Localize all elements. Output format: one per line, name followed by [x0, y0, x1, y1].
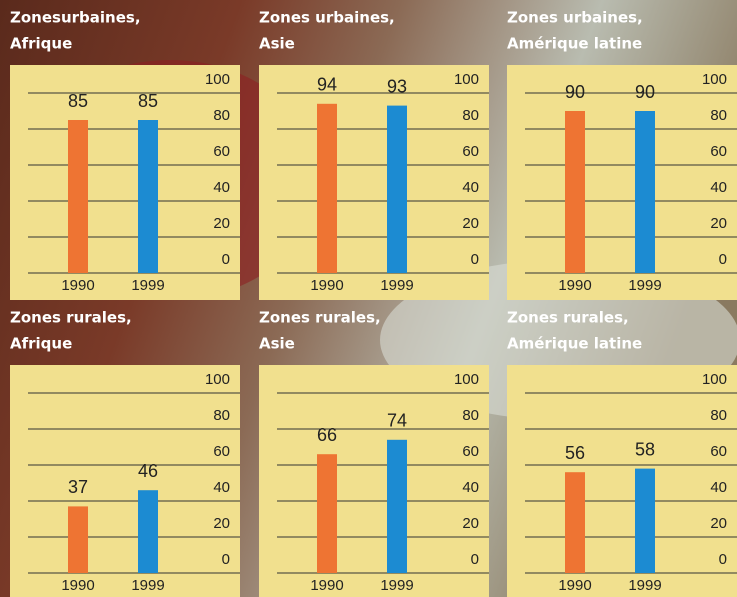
bar: [317, 103, 337, 273]
chart-title: Amérique latine: [507, 35, 642, 53]
chart-title: Afrique: [10, 35, 72, 53]
x-tick-label: 1990: [61, 277, 94, 294]
plot-panel: [507, 365, 737, 597]
y-tick-label: 100: [454, 371, 479, 388]
x-tick-label: 1990: [61, 577, 94, 594]
y-tick-label: 100: [205, 71, 230, 88]
y-tick-label: 40: [462, 479, 479, 496]
x-tick-label: 1990: [310, 577, 343, 594]
bar: [635, 468, 655, 573]
y-tick-label: 40: [213, 479, 230, 496]
y-tick-label: 40: [462, 179, 479, 196]
bar: [387, 439, 407, 573]
y-tick-label: 80: [462, 107, 479, 124]
x-tick-label: 1999: [380, 577, 413, 594]
bar: [138, 490, 158, 573]
y-tick-label: 80: [213, 407, 230, 424]
x-tick-label: 1999: [131, 277, 164, 294]
y-tick-label: 20: [462, 215, 479, 232]
y-tick-label: 80: [213, 107, 230, 124]
y-tick-label: 60: [213, 443, 230, 460]
bar: [317, 454, 337, 573]
y-tick-label: 0: [222, 551, 230, 568]
bar: [635, 111, 655, 273]
y-tick-label: 0: [222, 251, 230, 268]
value-label: 58: [635, 439, 655, 459]
chart-title: Zones rurales,: [259, 309, 381, 327]
value-label: 93: [387, 76, 407, 96]
value-label: 66: [317, 425, 337, 445]
y-tick-label: 0: [719, 551, 727, 568]
chart-title: Zones urbaines,: [259, 9, 395, 27]
value-label: 56: [565, 443, 585, 463]
x-tick-label: 1990: [558, 577, 591, 594]
y-tick-label: 20: [213, 515, 230, 532]
value-label: 46: [138, 461, 158, 481]
x-tick-label: 1990: [310, 277, 343, 294]
y-tick-label: 60: [462, 143, 479, 160]
y-tick-label: 100: [702, 371, 727, 388]
y-tick-label: 40: [710, 179, 727, 196]
plot-panel: [259, 65, 489, 300]
y-tick-label: 60: [462, 443, 479, 460]
value-label: 85: [68, 91, 88, 111]
chart-title: Zones rurales,: [10, 309, 132, 327]
y-tick-label: 40: [710, 479, 727, 496]
x-tick-label: 1999: [628, 277, 661, 294]
plot-panel: [10, 365, 240, 597]
x-tick-label: 1999: [380, 277, 413, 294]
chart-title: Zones urbaines,: [507, 9, 643, 27]
chart-title: Asie: [259, 35, 295, 53]
y-tick-label: 60: [710, 143, 727, 160]
plot-panel: [10, 65, 240, 300]
y-tick-label: 0: [471, 551, 479, 568]
y-tick-label: 80: [710, 407, 727, 424]
plot-panel: [259, 365, 489, 597]
y-tick-label: 20: [710, 215, 727, 232]
y-tick-label: 80: [462, 407, 479, 424]
plot-panel: [507, 65, 737, 300]
value-label: 74: [387, 411, 407, 431]
chart-title: Amérique latine: [507, 335, 642, 353]
y-tick-label: 20: [710, 515, 727, 532]
value-label: 90: [565, 82, 585, 102]
value-label: 37: [68, 477, 88, 497]
bar: [387, 105, 407, 273]
value-label: 85: [138, 91, 158, 111]
y-tick-label: 100: [205, 371, 230, 388]
y-tick-label: 20: [462, 515, 479, 532]
x-tick-label: 1999: [131, 577, 164, 594]
value-label: 94: [317, 75, 337, 95]
x-tick-label: 1990: [558, 277, 591, 294]
bar: [565, 472, 585, 573]
x-tick-label: 1999: [628, 577, 661, 594]
chart-title: Zonesurbaines,: [10, 9, 141, 27]
chart-title: Asie: [259, 335, 295, 353]
chart-title: Zones rurales,: [507, 309, 629, 327]
y-tick-label: 20: [213, 215, 230, 232]
y-tick-label: 60: [710, 443, 727, 460]
bar: [138, 120, 158, 273]
y-tick-label: 100: [702, 71, 727, 88]
y-tick-label: 60: [213, 143, 230, 160]
y-tick-label: 0: [719, 251, 727, 268]
y-tick-label: 100: [454, 71, 479, 88]
y-tick-label: 40: [213, 179, 230, 196]
bar: [68, 506, 88, 573]
chart-title: Afrique: [10, 335, 72, 353]
y-tick-label: 0: [471, 251, 479, 268]
value-label: 90: [635, 82, 655, 102]
bar: [565, 111, 585, 273]
y-tick-label: 80: [710, 107, 727, 124]
bar: [68, 120, 88, 273]
